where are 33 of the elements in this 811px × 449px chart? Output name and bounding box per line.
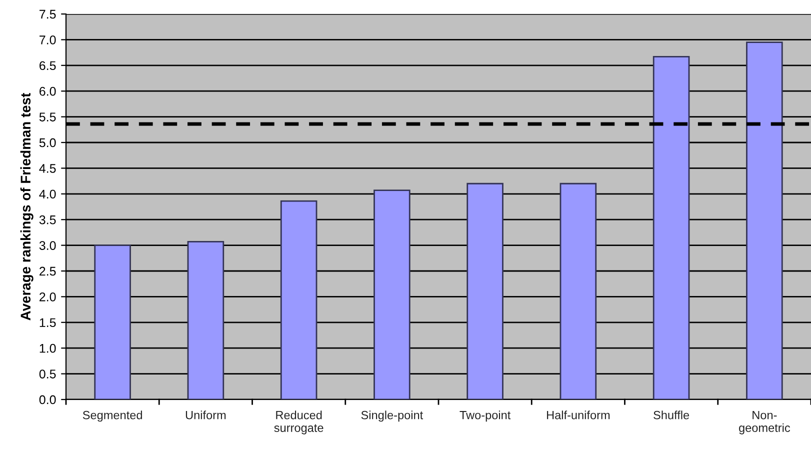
y-tick-label: 4.0	[39, 190, 56, 199]
x-tick-label: Uniform	[186, 410, 226, 420]
bar	[94, 244, 131, 400]
bar	[374, 190, 410, 400]
y-axis-title: Average rankings of Friedman test	[20, 92, 34, 320]
y-tick-label: 7.0	[40, 36, 56, 44]
y-tick-label: 0.5	[39, 370, 56, 378]
y-tick-label: 6.5	[40, 61, 56, 70]
y-tick-label: 1.5	[40, 318, 56, 328]
y-tick-label: 2.5	[40, 266, 56, 276]
y-tick-label: 4.5	[39, 164, 56, 173]
y-tick-label: 5.5	[39, 112, 56, 122]
bar	[466, 182, 504, 400]
bar	[560, 182, 597, 400]
x-tick-label: Non- geometric	[739, 411, 790, 434]
y-tick-label: 2.0	[40, 292, 56, 302]
x-tick-label: Two-point	[460, 410, 511, 422]
x-tick-label: Half-uniform	[547, 410, 610, 420]
y-tick-label: 7.5	[40, 10, 56, 19]
bar	[746, 42, 783, 400]
y-tick-label: 1.0	[40, 344, 56, 353]
x-tick-label: Segmented	[82, 410, 142, 422]
x-tick-label: Reduced surrogate	[274, 410, 324, 434]
bar	[280, 200, 318, 400]
x-tick-label: Single-point	[361, 410, 424, 422]
y-tick-label: 0.0	[39, 395, 56, 404]
y-tick-label: 5.0	[39, 138, 56, 148]
x-tick-label: Shuffle	[654, 410, 690, 420]
y-tick-label: 3.0	[39, 241, 56, 250]
y-tick-label: 6.0	[40, 86, 56, 96]
bar	[652, 56, 690, 400]
bar	[187, 241, 224, 400]
y-tick-label: 3.5	[39, 215, 56, 224]
